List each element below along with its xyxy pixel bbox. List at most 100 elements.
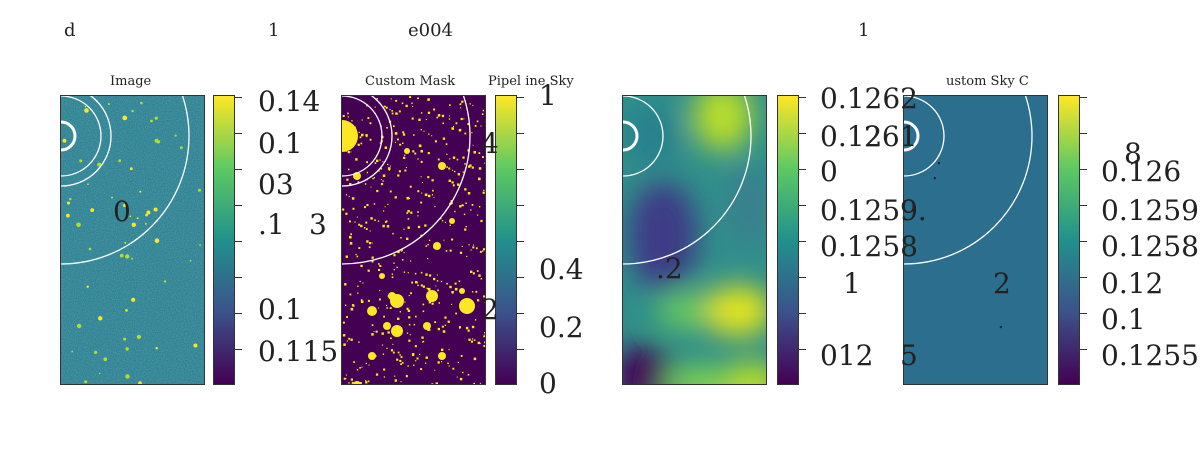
cbar1-label-4: .1 [258,208,285,241]
mask-speckle [370,186,372,188]
mask-speckle [358,223,361,226]
image-speckle [119,253,124,258]
image-speckle [129,215,132,218]
mask-speckle [371,260,374,263]
mask-speckle [391,110,393,112]
mask-speckle [417,284,419,287]
cbar3-label-6: 1 [843,267,861,300]
cbar4-label-2: 0.126 [1101,155,1182,188]
mask-speckle [379,290,381,292]
mask-speckle [421,182,423,184]
mask-speckle [351,120,353,122]
mask-speckle [465,326,469,330]
mask-speckle [428,328,431,331]
mask-speckle [459,251,463,254]
mask-speckle [467,192,471,195]
mask-speckle [472,272,475,275]
mask-speckle [375,373,379,376]
mask-speckle [373,331,375,332]
mask-speckle [437,158,440,161]
mask-speckle [360,264,363,268]
mask-speckle [437,361,440,364]
mask-speckle [471,325,475,329]
mask-speckle [420,176,422,178]
mask-speckle [480,278,483,280]
mask-speckle [484,331,485,334]
mask-speckle [393,125,395,127]
mask-speckle [462,156,465,159]
mask-speckle [448,167,451,170]
mask-speckle [473,339,476,341]
mask-speckle [460,117,463,121]
mask-speckle [425,273,428,276]
mask-speckle [440,280,443,283]
mask-speckle [477,341,480,345]
mask-speckle [405,166,407,169]
mask-speckle [399,311,401,313]
mask-speckle [357,285,359,287]
mask-speckle [366,136,368,138]
mask-speckle [484,301,485,303]
mask-speckle [369,230,371,232]
mask-speckle [482,191,485,194]
mask-speckle [474,125,477,127]
mask-speckle [345,255,348,258]
mask-speckle [470,209,472,211]
mask-speckle [420,368,423,371]
image-speckle [193,343,198,348]
panel-title-pipeline-sky: Pipel ine Sky [488,74,574,89]
image-speckle [123,203,127,208]
image-speckle [90,208,95,212]
cbar4-label-1: 8 [1124,137,1142,170]
mask-speckle [449,158,451,160]
mask-heatmap [342,96,485,384]
mask-speckle [411,353,415,356]
mask-speckle [382,174,386,177]
mask-speckle [420,160,423,163]
mask-speckle [476,120,479,123]
mask-speckle [344,304,347,306]
pipeline-sky-colorbar [777,95,799,385]
mask-speckle [466,255,468,258]
colorbar-tick [517,277,524,278]
mask-speckle [455,312,457,315]
mask-speckle [407,210,410,213]
mask-speckle [412,150,415,153]
cbar4-label-3: 0.1259 [1101,194,1199,227]
mask-speckle [434,205,436,208]
mask-speckle [427,258,429,260]
mask-speckle [371,333,374,336]
mask-speckle [458,326,461,329]
mask-speckle [422,340,425,343]
mask-blob [426,290,438,302]
mask-speckle [445,143,448,145]
mask-speckle [406,212,409,214]
mask-speckle [481,113,484,115]
mask-speckle [443,239,445,241]
mask-speckle [342,208,345,211]
mask-speckle [428,133,430,135]
mask-speckle [451,238,454,241]
cbar4-label-7: 0.1255 [1101,339,1199,372]
image-speckle [136,217,139,220]
image-speckle [125,374,130,379]
mask-speckle [366,171,369,174]
mask-speckle [391,112,394,115]
mask-speckle [395,99,398,102]
mask-speckle [415,315,417,318]
mask-speckle [425,245,428,247]
mask-speckle [462,371,464,374]
mask-speckle [448,115,450,117]
mask-speckle [371,324,374,326]
mask-speckle [410,260,412,262]
mask-speckle [385,105,387,107]
mask-speckle [424,224,427,227]
pipeline-sky-panel [622,95,767,385]
mask-speckle [484,341,485,344]
mask-speckle [404,154,406,156]
mask-speckle [464,188,467,191]
image-speckle [88,247,92,251]
overlap-text-mask-3: 2 [481,293,499,326]
image-speckle [154,138,159,143]
mask-speckle [385,106,388,109]
